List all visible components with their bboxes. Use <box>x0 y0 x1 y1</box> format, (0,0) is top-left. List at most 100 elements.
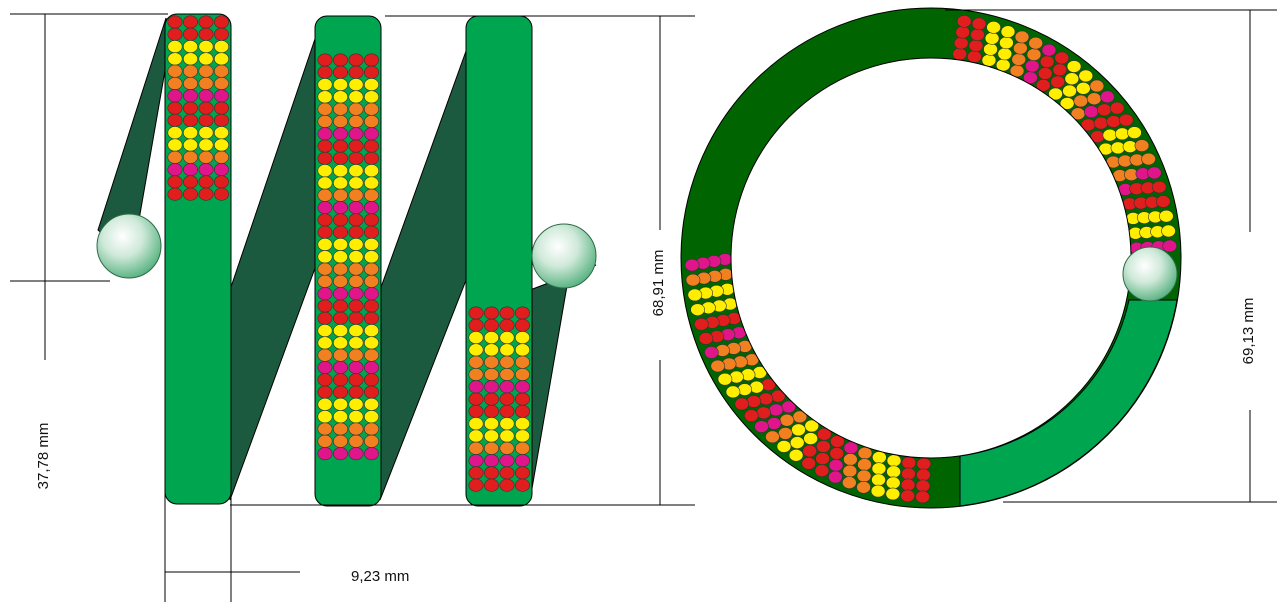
coil-side-view <box>96 13 597 507</box>
bead <box>483 331 499 345</box>
bead <box>788 448 804 462</box>
bead <box>317 90 333 104</box>
bead <box>363 176 379 190</box>
bead <box>183 15 199 29</box>
bead <box>468 318 484 332</box>
dimension-label-69-13: 69,13 mm <box>1240 298 1257 365</box>
bead <box>348 397 364 411</box>
bead <box>483 404 499 418</box>
bead <box>348 238 364 252</box>
bead <box>363 53 379 67</box>
bead <box>1159 209 1174 223</box>
bead <box>214 77 230 91</box>
bead <box>348 360 364 374</box>
bead <box>214 40 230 54</box>
bead <box>363 274 379 288</box>
bead <box>348 213 364 227</box>
bead <box>348 250 364 264</box>
bead <box>317 102 333 116</box>
bead <box>952 47 967 61</box>
bead <box>348 127 364 141</box>
bead <box>483 380 499 394</box>
bead <box>1054 51 1070 65</box>
bead <box>198 101 214 115</box>
bead <box>317 373 333 387</box>
bead <box>332 410 348 424</box>
bead <box>483 466 499 480</box>
bead <box>198 89 214 103</box>
bead <box>804 419 820 433</box>
bead <box>499 380 515 394</box>
bead <box>198 27 214 41</box>
bead <box>872 451 887 464</box>
ring-top-view <box>680 7 1182 509</box>
bead <box>856 480 871 494</box>
bead <box>1106 115 1121 128</box>
bead <box>816 440 831 453</box>
bead <box>999 36 1014 50</box>
bead <box>363 102 379 116</box>
bead <box>332 139 348 153</box>
bead <box>468 306 484 320</box>
bead <box>363 262 379 276</box>
bead <box>694 317 709 331</box>
bead <box>332 238 348 252</box>
bead <box>348 139 364 153</box>
bead <box>348 299 364 313</box>
bead <box>332 78 348 92</box>
bead <box>167 138 183 152</box>
bead <box>363 373 379 387</box>
bead <box>725 385 741 399</box>
bead <box>348 287 364 301</box>
bead <box>956 15 972 28</box>
bead <box>317 311 333 325</box>
bead <box>1039 55 1055 69</box>
bead <box>483 454 499 468</box>
bead <box>768 403 784 417</box>
bead <box>468 441 484 455</box>
bead <box>332 447 348 461</box>
bead <box>856 469 872 483</box>
bead <box>348 422 364 436</box>
bead <box>1096 103 1112 117</box>
bead <box>1162 239 1177 253</box>
bead <box>348 311 364 325</box>
bead <box>1102 128 1118 142</box>
ring-light-green-arc <box>959 299 1178 507</box>
bead <box>1050 75 1066 89</box>
bead <box>1151 180 1167 194</box>
bead <box>514 454 530 468</box>
bead <box>971 17 987 31</box>
bead <box>915 479 931 493</box>
bead <box>483 417 499 431</box>
bead <box>765 430 780 444</box>
bead <box>483 318 499 332</box>
bead <box>317 213 333 227</box>
bead <box>687 288 703 302</box>
bead <box>885 487 901 501</box>
dimension-label-68-91: 68,91 mm <box>650 250 667 317</box>
bead <box>348 90 364 104</box>
bead <box>348 115 364 129</box>
bead <box>499 454 515 468</box>
bead <box>348 102 364 116</box>
bead <box>183 52 199 66</box>
bead <box>332 176 348 190</box>
bead <box>468 343 484 357</box>
bead <box>198 40 214 54</box>
bead <box>317 201 333 215</box>
bead <box>744 409 759 422</box>
bead <box>317 164 333 178</box>
dimension-label-9-23: 9,23 mm <box>351 568 409 585</box>
bead <box>1026 48 1042 61</box>
bead <box>317 447 333 461</box>
bead <box>871 473 886 487</box>
bead <box>183 138 199 152</box>
bead <box>684 258 700 272</box>
bead <box>183 101 199 115</box>
bead <box>984 32 1000 45</box>
bead <box>483 441 499 455</box>
bead <box>332 164 348 178</box>
bead <box>348 164 364 178</box>
